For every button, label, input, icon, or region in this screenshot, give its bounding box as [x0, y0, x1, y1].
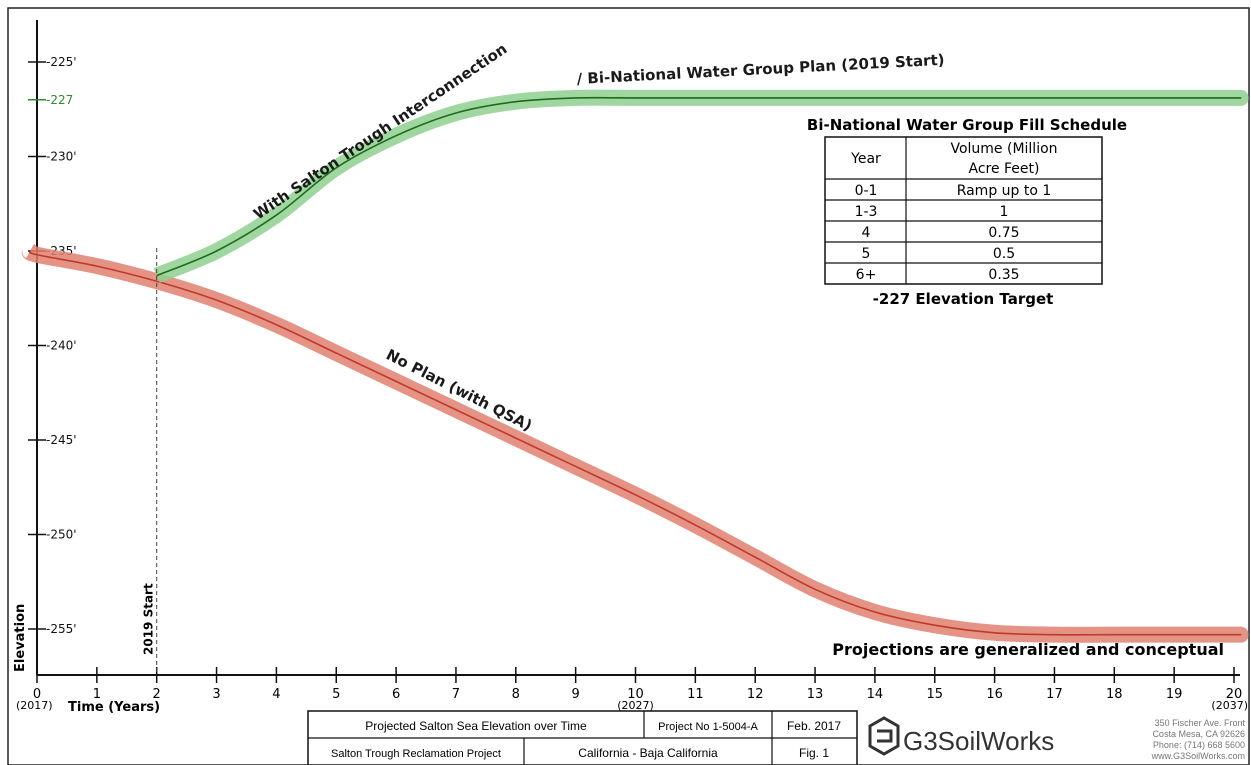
- x-tick-label: 17: [1046, 687, 1063, 702]
- schedule-cell-volume: Ramp up to 1: [957, 183, 1052, 199]
- x-axis-label: Time (Years): [68, 700, 160, 715]
- y-tick-label: -240': [46, 339, 77, 353]
- x-tick-label: 13: [807, 687, 824, 702]
- series-band: [21, 243, 1249, 643]
- x-tick-label: 16: [986, 687, 1003, 702]
- y-tick-label: -245': [46, 433, 77, 447]
- series-line: [156, 96, 1242, 277]
- title-block-project-name: Salton Trough Reclamation Project: [331, 748, 501, 760]
- y-tick-label: -230': [46, 150, 77, 164]
- y-tick-label: -250': [46, 528, 77, 542]
- page-border: [7, 7, 1250, 765]
- y-tick-label: -255': [46, 622, 77, 636]
- x-tick-label: 15: [926, 687, 943, 702]
- title-block-date: Feb. 2017: [787, 719, 841, 733]
- with-plan-label: With Salton Trough Interconnection: [250, 40, 510, 224]
- x-tick-label: 18: [1106, 687, 1123, 702]
- schedule-table-border: [824, 136, 1103, 285]
- x-tick-label: 5: [332, 687, 340, 702]
- bi-national-plan-label: / Bi-National Water Group Plan (2019 Sta…: [576, 51, 945, 88]
- disclaimer-note: Projections are generalized and conceptu…: [832, 640, 1224, 659]
- title-block-fig: Fig. 1: [799, 746, 829, 760]
- schedule-table: Year Volume (Million Acre Feet) 0-1 Ramp…: [824, 136, 1103, 285]
- y-tick-label: -227: [46, 93, 73, 107]
- company-website: www.G3SoilWorks.com: [1151, 751, 1245, 761]
- schedule-header-volume: Volume (Million: [950, 141, 1057, 157]
- x-tick-label: 9: [572, 687, 580, 702]
- x-tick-label: 0: [33, 687, 41, 702]
- schedule-cell-year: 5: [862, 246, 871, 262]
- x-ticks: 0 1 2 3 4 5 6 7 8 9 10 11 12 13 14 15 16 17 18 19 20(2017) (2…: [16, 667, 1248, 712]
- schedule-header-year: Year: [850, 151, 881, 167]
- x-tick-label: 6: [392, 687, 400, 702]
- y-ticks: -225'-227-230'-235'-240'-245'-250'-255': [28, 55, 77, 636]
- schedule-cell-volume: 0.35: [988, 267, 1019, 283]
- schedule-cell-year: 6+: [856, 267, 877, 283]
- company-name: G3SoilWorks: [903, 726, 1054, 756]
- x-tick-label: 7: [452, 687, 460, 702]
- x-tick-label: 11: [687, 687, 704, 702]
- schedule-cell-year: 1-3: [855, 204, 878, 220]
- x-year-label: (2017): [16, 699, 53, 712]
- title-block-region: California - Baja California: [578, 746, 718, 760]
- title-block-chart-title: Projected Salton Sea Elevation over Time: [365, 719, 587, 733]
- schedule-cell-volume: 0.75: [988, 225, 1019, 241]
- x-tick-label: 20: [1226, 687, 1243, 702]
- x-tick-label: 19: [1166, 687, 1183, 702]
- schedule-cell-volume: 1: [1000, 204, 1009, 220]
- schedule-cell-year: 4: [862, 225, 871, 241]
- company-address-line: 350 Fischer Ave. Front: [1155, 718, 1246, 728]
- schedule-title: Bi-National Water Group Fill Schedule: [807, 116, 1127, 134]
- y-axis-label: Elevation: [13, 604, 28, 672]
- series-layer: [21, 89, 1249, 643]
- x-tick-label: 12: [747, 687, 764, 702]
- x-tick-label: 4: [272, 687, 280, 702]
- y-tick-label: -225': [46, 55, 77, 69]
- x-tick-label: 1: [93, 687, 101, 702]
- logo-mark-icon: [877, 729, 893, 743]
- company-address-line: Costa Mesa, CA 92626: [1152, 729, 1245, 739]
- x-tick-label: 10: [627, 687, 644, 702]
- start-marker-label: 2019 Start: [142, 583, 156, 655]
- x-year-label: (2027): [617, 699, 654, 712]
- schedule-cell-volume: 0.5: [993, 246, 1015, 262]
- x-tick-label: 14: [867, 687, 884, 702]
- company-logo: G3SoilWorks: [868, 716, 1054, 756]
- company-phone: Phone: (714) 668 5600: [1153, 740, 1245, 750]
- series-line: [28, 250, 1242, 636]
- title-block-project-no: Project No 1-5004-A: [658, 721, 758, 733]
- title-block: Projected Salton Sea Elevation over Time…: [307, 710, 1246, 765]
- x-tick-label: 3: [212, 687, 220, 702]
- schedule-footer: -227 Elevation Target: [873, 290, 1054, 308]
- schedule-header-volume-unit: Acre Feet): [968, 161, 1039, 177]
- logo-hex-icon: [868, 716, 900, 756]
- schedule-cell-year: 0-1: [855, 183, 878, 199]
- x-tick-label: 2: [153, 687, 161, 702]
- x-year-label: (2037): [1211, 699, 1248, 712]
- x-tick-label: 8: [512, 687, 520, 702]
